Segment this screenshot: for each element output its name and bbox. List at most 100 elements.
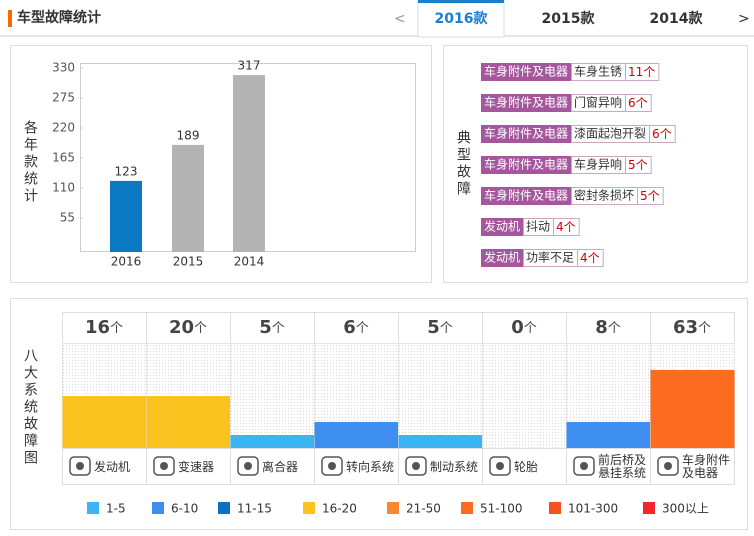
fault-name: 门窗异响 bbox=[574, 95, 622, 110]
count-number: 6 bbox=[628, 96, 636, 110]
count-unit: 个 bbox=[643, 65, 655, 79]
system-tag bbox=[481, 218, 524, 236]
count-cell bbox=[650, 312, 735, 344]
prev-button[interactable]: < bbox=[394, 11, 406, 27]
value-label: 189 bbox=[177, 128, 200, 142]
legend-swatch bbox=[152, 502, 164, 514]
active-tab-bg bbox=[417, 0, 505, 38]
legend-label: 21-50 bbox=[406, 502, 441, 516]
fault-count: 5个 bbox=[628, 158, 648, 172]
system-icon bbox=[489, 456, 511, 476]
system-name: 车身附件及电器 bbox=[484, 157, 568, 172]
system-icon-dot bbox=[496, 462, 504, 470]
system-title: 八大系统故障图 bbox=[22, 348, 38, 467]
fault-row: 车身附件及电器 密封条损坏 5个 bbox=[481, 187, 664, 205]
system-icon-dot bbox=[412, 462, 420, 470]
fault-title: 典型故障 bbox=[455, 130, 471, 198]
y-tick-label: 330 bbox=[52, 61, 75, 75]
fault-name: 漆面起泡开裂 bbox=[574, 127, 646, 141]
tabs: 2016款 2015款 2014款 bbox=[417, 0, 704, 38]
label-cell bbox=[650, 448, 735, 485]
count-box bbox=[637, 187, 664, 205]
x-tick-label: 前后桥及悬挂系统 bbox=[598, 453, 647, 480]
legend-label: 16-20 bbox=[322, 502, 357, 516]
system-name: 车身附件及电器 bbox=[484, 64, 568, 79]
count-number: 5 bbox=[427, 317, 440, 338]
fault-name: 车身生锈 bbox=[574, 64, 622, 79]
count-label: 8个 bbox=[595, 317, 621, 338]
legend-swatch bbox=[218, 502, 230, 514]
count-number: 6 bbox=[343, 317, 356, 338]
bar-area bbox=[398, 343, 483, 449]
count-unit: 个 bbox=[194, 321, 207, 336]
count-box bbox=[625, 156, 652, 174]
count-unit: 个 bbox=[440, 321, 453, 336]
value-label: 123 bbox=[115, 164, 138, 178]
fault-name: 密封条损坏 bbox=[574, 188, 634, 203]
count-label: 6个 bbox=[343, 317, 369, 338]
fault-row: 发动机 抖动 4个 bbox=[481, 218, 580, 236]
legend-label: 101-300 bbox=[568, 502, 618, 516]
legend-swatch bbox=[549, 502, 561, 514]
label-box: 车身附件及电器 bbox=[682, 453, 731, 480]
tab[interactable]: 2015款 bbox=[542, 10, 596, 27]
system-icon bbox=[405, 456, 427, 476]
system-tag bbox=[481, 94, 572, 112]
label-box: 前后桥及悬挂系统 bbox=[598, 453, 647, 480]
system-icon bbox=[657, 456, 679, 476]
fault-row: 发动机 功率不足 4个 bbox=[481, 249, 604, 267]
count-label: 20个 bbox=[169, 317, 207, 338]
system-bar bbox=[146, 396, 231, 448]
legend-label: 51-100 bbox=[480, 502, 523, 516]
tab[interactable]: 2014款 bbox=[650, 10, 704, 27]
count-box bbox=[553, 218, 580, 236]
x-tick-label: 车身附件及电器 bbox=[682, 453, 731, 480]
tab[interactable]: 2016款 bbox=[435, 10, 489, 27]
fault-row: 车身附件及电器 车身生锈 11个 bbox=[481, 63, 660, 81]
legend-swatch bbox=[461, 502, 473, 514]
count-label: 63个 bbox=[673, 317, 711, 338]
count-cell bbox=[62, 312, 147, 344]
count-unit: 个 bbox=[648, 189, 660, 203]
count-number: 4 bbox=[556, 220, 564, 234]
system-name: 发动机 bbox=[484, 219, 520, 234]
count-number: 5 bbox=[640, 189, 648, 203]
system-icon bbox=[69, 456, 91, 476]
system-bar bbox=[62, 396, 147, 448]
label-box: 变速器 bbox=[178, 460, 214, 473]
system-bar bbox=[650, 370, 735, 448]
label-box: 发动机 bbox=[94, 460, 130, 473]
system-icon-dot bbox=[664, 462, 672, 470]
count-unit: 个 bbox=[110, 321, 123, 336]
count-unit: 个 bbox=[660, 127, 672, 141]
legend-label: 11-15 bbox=[237, 502, 272, 516]
count-number: 5 bbox=[628, 158, 636, 172]
count-number: 16 bbox=[85, 317, 110, 338]
count-unit: 个 bbox=[564, 220, 576, 234]
system-tag bbox=[481, 187, 572, 205]
y-tick-label: 55 bbox=[60, 211, 75, 225]
count-unit: 个 bbox=[636, 158, 648, 172]
bar-area bbox=[230, 343, 315, 449]
bar bbox=[172, 144, 204, 252]
system-icon bbox=[153, 456, 175, 476]
x-tick-label: 2014 bbox=[234, 255, 265, 269]
y-axis-label: 各年款统计 bbox=[22, 120, 38, 205]
system-name: 车身附件及电器 bbox=[484, 126, 568, 141]
count-unit: 个 bbox=[636, 96, 648, 110]
next-button[interactable]: > bbox=[738, 11, 750, 27]
count-number: 8 bbox=[595, 317, 608, 338]
count-cell bbox=[566, 312, 651, 344]
fault-row: 车身附件及电器 门窗异响 6个 bbox=[481, 94, 652, 112]
system-icon-dot bbox=[244, 462, 252, 470]
count-label: 5个 bbox=[259, 317, 285, 338]
count-box bbox=[625, 63, 660, 81]
bar bbox=[110, 180, 142, 252]
count-box bbox=[625, 94, 652, 112]
bar bbox=[233, 75, 265, 252]
bar-area bbox=[482, 343, 567, 449]
system-bar bbox=[566, 422, 651, 448]
system-bar bbox=[230, 435, 315, 448]
